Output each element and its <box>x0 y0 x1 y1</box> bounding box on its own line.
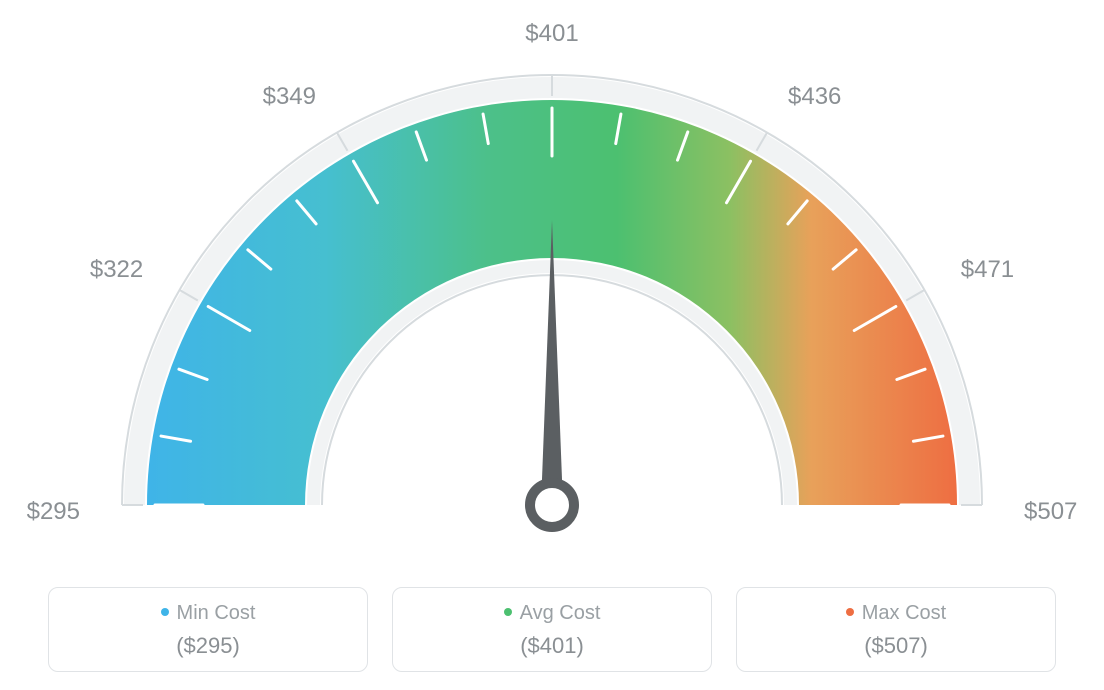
max-cost-title: Max Cost <box>747 602 1045 625</box>
max-dot-icon <box>846 608 854 616</box>
gauge-needle-hub <box>530 483 574 527</box>
gauge-svg: $295 $322 $349 $401 $436 $471 $507 <box>0 0 1104 560</box>
avg-cost-value: ($401) <box>403 633 701 659</box>
avg-cost-title: Avg Cost <box>403 602 701 625</box>
gauge-tick-label: $436 <box>788 83 841 110</box>
gauge-tick-label: $471 <box>961 256 1014 283</box>
min-dot-icon <box>161 608 169 616</box>
avg-cost-card: Avg Cost ($401) <box>392 587 712 672</box>
legend-cards: Min Cost ($295) Avg Cost ($401) Max Cost… <box>0 587 1104 672</box>
gauge-tick-label: $295 <box>27 498 80 525</box>
max-cost-value: ($507) <box>747 633 1045 659</box>
max-cost-card: Max Cost ($507) <box>736 587 1056 672</box>
min-cost-label: Min Cost <box>177 602 256 624</box>
gauge-tick-label: $349 <box>263 83 316 110</box>
gauge-tick-label: $401 <box>525 20 578 47</box>
min-cost-card: Min Cost ($295) <box>48 587 368 672</box>
avg-dot-icon <box>504 608 512 616</box>
min-cost-value: ($295) <box>59 633 357 659</box>
gauge-tick-label: $507 <box>1024 498 1077 525</box>
gauge-tick-label: $322 <box>90 256 143 283</box>
min-cost-title: Min Cost <box>59 602 357 625</box>
cost-gauge: $295 $322 $349 $401 $436 $471 $507 <box>0 0 1104 560</box>
avg-cost-label: Avg Cost <box>520 602 601 624</box>
max-cost-label: Max Cost <box>862 602 946 624</box>
